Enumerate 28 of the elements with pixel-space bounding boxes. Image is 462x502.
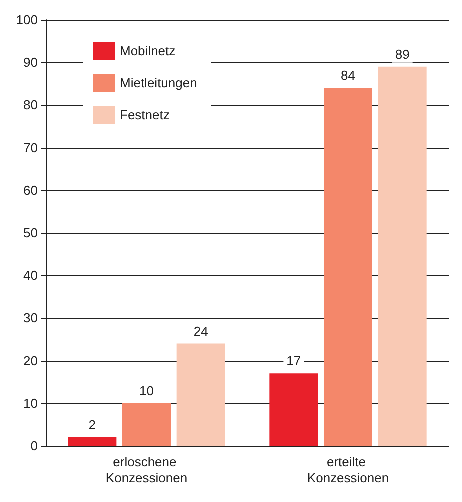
data-label: 84 [341, 68, 356, 84]
bar [176, 344, 226, 446]
y-tick-label: 100 [16, 12, 38, 28]
y-tick-label: 20 [24, 353, 38, 368]
y-tick-label: 50 [24, 226, 38, 240]
data-label: 89 [395, 46, 410, 62]
data-label: 17 [286, 354, 302, 369]
y-tick-label: 40 [24, 268, 38, 284]
data-label: 10 [140, 383, 154, 398]
legend-label: Mietleitungen [120, 76, 198, 90]
y-tick-label: 60 [24, 182, 38, 198]
y-tick-label: 0 [30, 438, 38, 454]
y-tick-label: 70 [24, 140, 38, 156]
y-tick-label: 80 [24, 98, 38, 113]
legend-label: Festnetz [120, 108, 170, 122]
bar [270, 374, 318, 446]
data-label: 2 [88, 417, 96, 432]
y-tick-label: 10 [24, 396, 38, 411]
bar [68, 437, 117, 446]
bar [378, 66, 427, 446]
bar [324, 88, 373, 446]
legend-label: Mobilnetz [120, 44, 176, 58]
bar [122, 403, 172, 446]
x-tick-label: erloschene Konzessionen [106, 454, 188, 486]
x-tick-label: erteilte Konzessionen [307, 454, 390, 486]
data-label: 24 [194, 324, 208, 339]
y-tick-label: 30 [24, 310, 38, 326]
y-tick-label: 90 [24, 55, 38, 70]
